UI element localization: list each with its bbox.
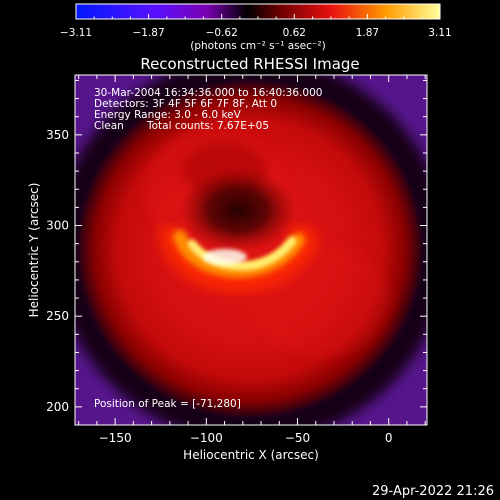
chart-title: Reconstructed RHESSI Image — [140, 55, 359, 73]
y-axis-label: Heliocentric Y (arcsec) — [27, 183, 41, 318]
x-axis-label: Heliocentric X (arcsec) — [183, 448, 319, 462]
x-tick-label: 0 — [385, 431, 393, 445]
annotation-peak-position: Position of Peak = [-71,280] — [94, 398, 241, 410]
annotation-method: Clean — [94, 120, 124, 132]
peak-brightening — [203, 249, 247, 265]
x-tick-label: −100 — [190, 431, 223, 445]
central-void — [180, 168, 296, 252]
y-tick-label: 350 — [46, 128, 69, 142]
colorbar-tick-label: −3.11 — [60, 27, 92, 39]
colorbar-tick-label: 3.11 — [428, 27, 451, 39]
colorbar-tick-label: −0.62 — [206, 27, 238, 39]
y-tick-label: 250 — [46, 309, 69, 323]
y-tick-label: 200 — [46, 400, 69, 414]
colorbar-label: (photons cm⁻² s⁻¹ asec⁻²) — [190, 40, 325, 52]
annotation-total-counts: Total counts: 7.67E+05 — [146, 120, 269, 132]
colorbar: −3.11 −1.87 −0.62 0.62 1.87 3.11 (photons cm⁻… — [60, 4, 452, 52]
y-tick-label: 300 — [46, 219, 69, 233]
x-tick-label: −50 — [285, 431, 310, 445]
x-tick-label: −150 — [99, 431, 132, 445]
colorbar-tick-label: 1.87 — [356, 27, 379, 39]
colorbar-tick-label: −1.87 — [132, 27, 164, 39]
colorbar-tick-label: 0.62 — [283, 27, 306, 39]
footer-timestamp: 29-Apr-2022 21:26 — [372, 484, 494, 499]
